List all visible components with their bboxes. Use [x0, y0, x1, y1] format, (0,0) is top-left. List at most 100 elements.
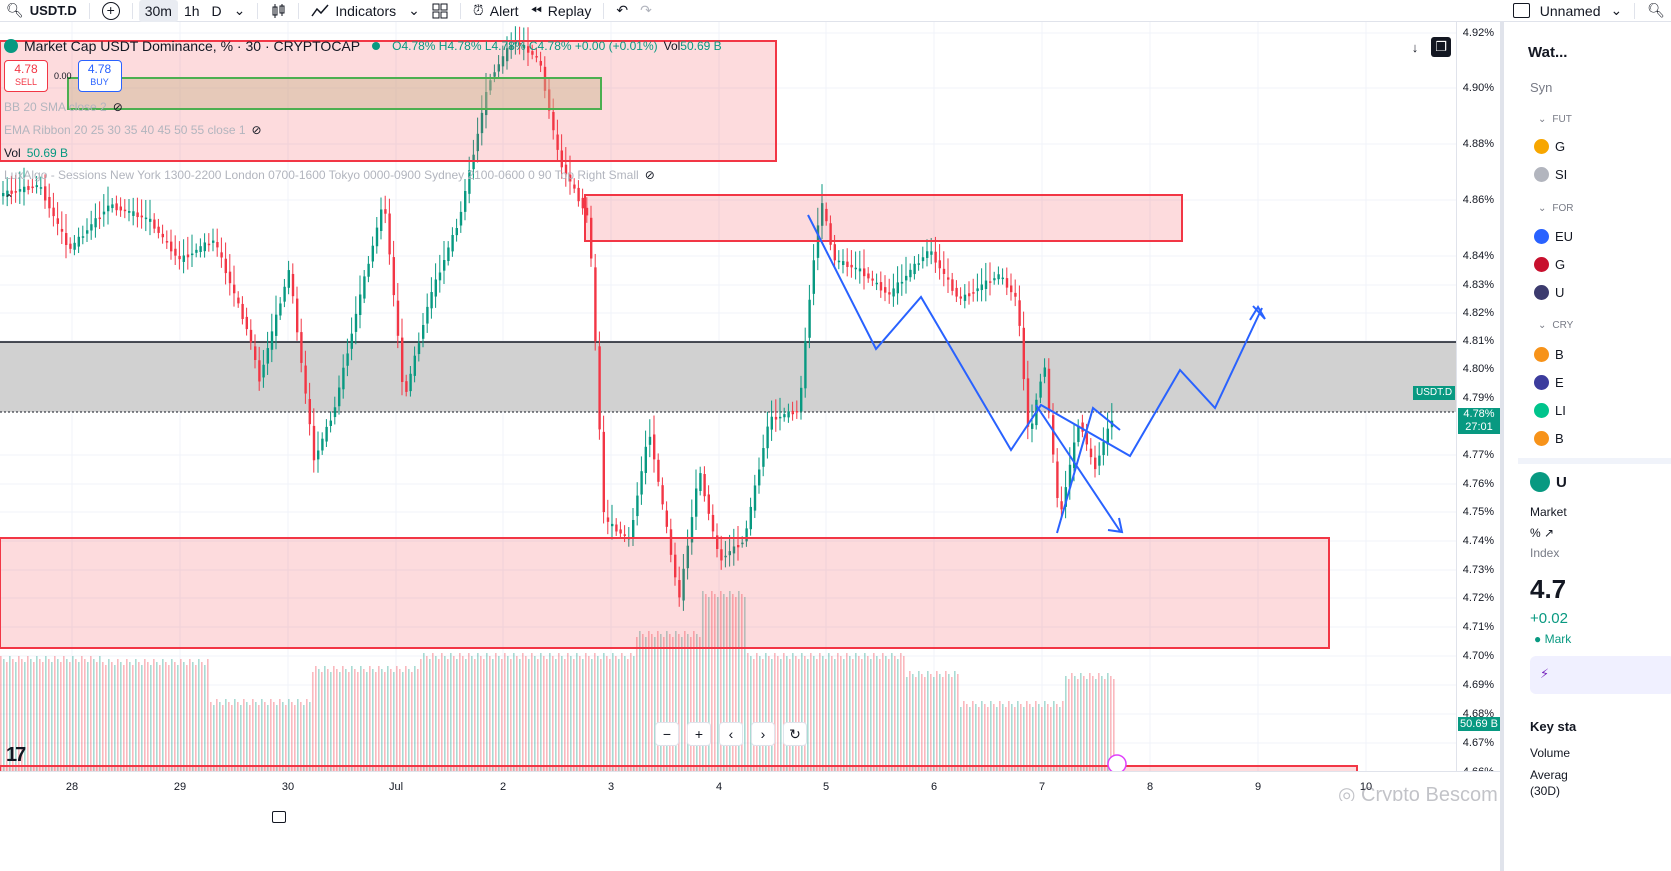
volume-bar — [705, 594, 707, 771]
volume-bar — [939, 674, 941, 771]
details-link[interactable]: % ↗ — [1530, 526, 1554, 540]
volume-bar — [840, 656, 842, 771]
indicator-bb[interactable]: BB 20 SMA close 2 ⊘ — [4, 100, 123, 114]
reset-chart-button[interactable]: ↻ — [783, 722, 807, 746]
fullscreen-button[interactable]: ❐ — [1431, 37, 1451, 57]
volume-bar — [588, 656, 590, 771]
zoom-out-button[interactable]: − — [655, 722, 679, 746]
watchlist-item[interactable]: G — [1534, 139, 1565, 154]
candle-body — [186, 254, 190, 258]
indicator-ema-ribbon[interactable]: EMA Ribbon 20 25 30 35 40 45 50 55 close… — [4, 123, 262, 137]
volume-bar — [1104, 679, 1106, 771]
redo-button[interactable]: ↷ — [634, 0, 658, 22]
compare-button[interactable]: + — [96, 0, 126, 22]
status-label: Mark — [1544, 632, 1572, 646]
layouts-button[interactable] — [426, 0, 454, 22]
price-tick: 4.69% — [1462, 679, 1494, 691]
indicators-button[interactable]: Indicators ⌄ — [305, 0, 425, 22]
volume-bar — [36, 656, 38, 771]
eye-off-icon[interactable]: ⊘ — [112, 100, 123, 114]
price-chart[interactable] — [0, 22, 1456, 771]
symbol-search[interactable]: 🔍︎ USDT.D — [0, 0, 83, 22]
candle-body — [401, 337, 404, 382]
section-crypto[interactable]: ⌄ CRY — [1538, 320, 1573, 331]
candle-body — [837, 260, 841, 263]
watchlist-item[interactable]: E — [1534, 375, 1564, 390]
volume-bar — [669, 634, 671, 771]
watchlist-item[interactable]: EU — [1534, 229, 1573, 244]
volume-bar — [1077, 679, 1079, 771]
volume-bar — [120, 662, 122, 771]
interval-dropdown[interactable]: ⌄ — [228, 0, 252, 22]
quick-search-button[interactable]: 🔍︎ — [1641, 0, 1671, 22]
chart-pane[interactable]: Market Cap USDT Dominance, % · 30 · CRYP… — [0, 22, 1456, 771]
time-axis[interactable]: 28 29 30 Jul 2 3 4 5 6 7 8 9 10 — [0, 771, 1500, 801]
watchlist-item[interactable]: SI — [1534, 167, 1567, 182]
candle-body — [728, 551, 731, 556]
candle-body — [724, 555, 727, 558]
volume-bar — [306, 699, 308, 771]
scroll-right-button[interactable]: › — [751, 722, 775, 746]
watchlist-item[interactable]: LI — [1534, 403, 1566, 418]
indicator-sessions[interactable]: LuxAlgo - Sessions New York 1300-2200 Lo… — [4, 168, 655, 182]
price-tick: 4.82% — [1462, 307, 1494, 319]
buy-button[interactable]: 4.78 BUY — [77, 60, 122, 92]
volume-bar — [972, 701, 974, 771]
collapse-legend-button[interactable]: ⌃ — [4, 192, 14, 206]
volume-bar — [276, 705, 278, 771]
indicator-volume[interactable]: Vol 50.69 B — [4, 146, 68, 160]
volume-bar — [297, 699, 299, 771]
volume-bar — [474, 659, 476, 771]
eye-off-icon[interactable]: ⊘ — [644, 168, 655, 182]
candle-body — [23, 186, 26, 193]
volume-bar — [384, 672, 386, 771]
volume-bar — [747, 653, 749, 771]
price-axis[interactable]: 4.92% 4.90% 4.88% 4.86% 4.84% 4.83% 4.82% 4.81%… — [1456, 22, 1500, 778]
interval-d[interactable]: D — [206, 0, 228, 22]
layout-menu[interactable]: Unnamed ⌄ — [1507, 0, 1628, 22]
scroll-left-button[interactable]: ‹ — [719, 722, 743, 746]
volume-bar — [240, 705, 242, 771]
volume-bar — [810, 653, 812, 771]
undo-button[interactable]: ↶ — [610, 0, 634, 22]
candle-body — [195, 249, 198, 253]
details-header[interactable]: U — [1530, 472, 1567, 492]
news-card[interactable]: ⚡︎ — [1530, 656, 1671, 694]
interval-1h[interactable]: 1h — [178, 0, 206, 22]
volume-bar — [504, 653, 506, 771]
candle-body — [741, 542, 744, 545]
candle-body — [291, 273, 295, 297]
tradingview-logo[interactable]: 17 — [6, 744, 26, 767]
eye-off-icon[interactable]: ⊘ — [251, 123, 262, 137]
replay-button[interactable]: ⏪︎ Replay — [525, 0, 598, 22]
watchlist-item[interactable]: U — [1534, 285, 1564, 300]
candle-body — [60, 228, 64, 232]
watchlist-item[interactable]: B — [1534, 347, 1564, 362]
candle-body — [430, 292, 433, 309]
interval-30m[interactable]: 30m — [138, 0, 178, 22]
scroll-down-button[interactable]: ↓ — [1405, 37, 1425, 57]
projection-path-alt — [1056, 406, 1121, 534]
watchlist-title[interactable]: Wat... — [1528, 44, 1568, 61]
current-price-label: 4.78% 27:01 — [1458, 408, 1500, 434]
volume-bar — [270, 699, 272, 771]
section-futures[interactable]: ⌄ FUT — [1538, 114, 1572, 125]
watchlist-item[interactable]: G — [1534, 257, 1565, 272]
volume-bar — [243, 699, 245, 771]
alert-button[interactable]: ⏰︎ Alert — [467, 0, 525, 22]
volume-bar — [519, 659, 521, 771]
volume-bar — [1032, 707, 1034, 771]
zoom-in-button[interactable]: + — [687, 722, 711, 746]
chevron-down-icon: ⌄ — [1538, 114, 1547, 125]
chart-type-button[interactable] — [264, 0, 292, 22]
volume-bar — [381, 669, 383, 771]
volume-bar — [1038, 704, 1040, 771]
sync-label[interactable]: Syn — [1530, 80, 1553, 95]
sell-button[interactable]: 4.78 SELL — [4, 60, 48, 92]
volume-bar — [579, 656, 581, 771]
watchlist-item[interactable]: B — [1534, 431, 1564, 446]
calendar-icon[interactable] — [272, 811, 286, 823]
volume-bar — [471, 656, 473, 771]
section-forex[interactable]: ⌄ FOR — [1538, 203, 1574, 214]
candle-body — [350, 333, 353, 349]
